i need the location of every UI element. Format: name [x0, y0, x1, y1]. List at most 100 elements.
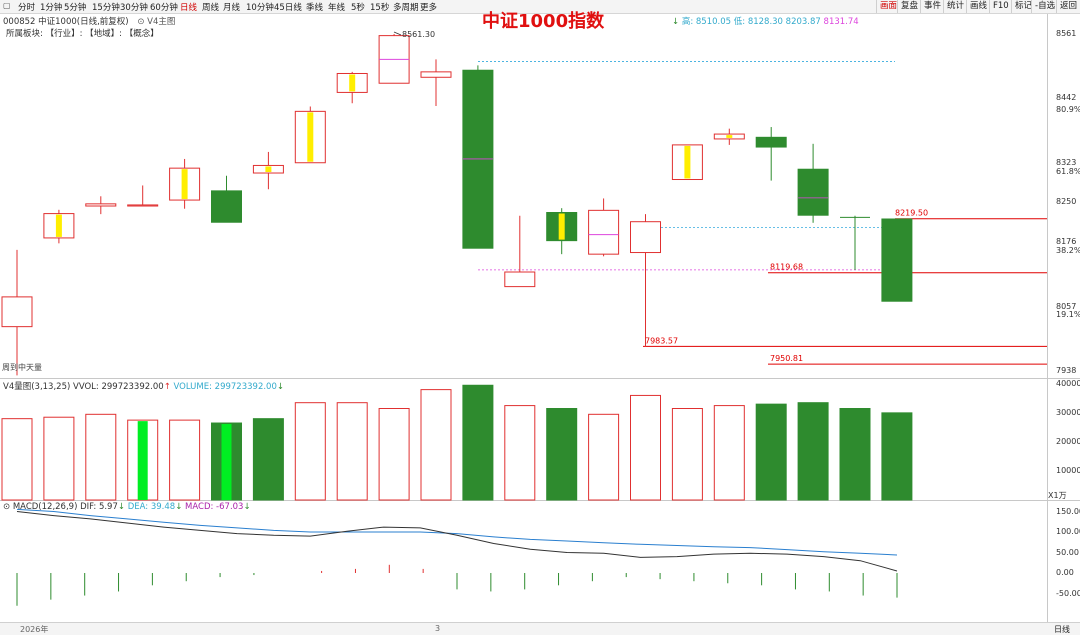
macd-tick-1: 100.00	[1056, 527, 1080, 536]
volume-tick-0: 40000	[1056, 378, 1080, 388]
macd-indicator-name: MACD(12,26,9)	[12, 502, 78, 512]
volume-value: VOLUME: 299723392.00	[173, 382, 277, 392]
candle-body	[797, 168, 829, 216]
period-tab-15[interactable]: 多周期	[393, 3, 419, 13]
volume-unit: X1万	[1048, 491, 1067, 500]
macd-tick-0: 150.00	[1056, 506, 1080, 516]
volume-bar	[43, 416, 75, 501]
period-tab-14[interactable]: 15秒	[370, 3, 390, 13]
level-label-1: 8219.50	[895, 209, 928, 218]
candle-body	[504, 271, 536, 288]
candle-highlight	[307, 112, 314, 162]
volume-bar	[1, 418, 33, 501]
percent-tick-0: 80.9%	[1056, 104, 1080, 114]
period-tab-9[interactable]: 10分钟	[246, 3, 274, 13]
dif-line	[16, 511, 898, 572]
toolbar-button-8[interactable]: 返回	[1056, 0, 1080, 13]
period-tab-12[interactable]: 年线	[328, 3, 346, 13]
down-arrow-icon: ↓	[175, 502, 183, 512]
candle-body	[127, 204, 159, 207]
toolbar-button-2[interactable]: 事件	[920, 0, 944, 13]
chart-big-title: 中证1000指数	[482, 11, 605, 32]
period-tab-13[interactable]: 5秒	[351, 3, 365, 13]
code-line: 000852 中证1000(日线,前复权) ⊙ V4主图	[3, 15, 175, 27]
template-select[interactable]: ⊙ V4主图	[137, 17, 176, 27]
volume-indicator-name: V4量图(3,13,25)	[3, 382, 71, 392]
volume-bar	[713, 405, 745, 501]
toolbar-menu-icon[interactable]: ▢	[3, 1, 11, 10]
volume-bar	[588, 413, 620, 501]
period-tab-16[interactable]: 更多	[420, 3, 438, 13]
volume-bar	[169, 419, 201, 501]
down-arrow-icon: ↓	[243, 502, 251, 512]
volume-bar	[462, 384, 494, 501]
toolbar-button-5[interactable]: F10	[989, 0, 1012, 13]
volume-bar	[294, 402, 326, 501]
macd-tick-4: -50.00	[1056, 588, 1080, 598]
period-tab-3[interactable]: 15分钟	[92, 3, 120, 13]
period-label[interactable]: 日线	[1054, 625, 1070, 634]
period-tab-5[interactable]: 60分钟	[150, 3, 178, 13]
volume-bar	[336, 402, 368, 501]
percent-tick-2: 38.2%	[1056, 245, 1080, 255]
candle-highlight	[181, 169, 188, 200]
low-label: 低: 8128.30	[733, 17, 783, 27]
hl-info: ↓ 高: 8510.05 低: 8128.30 8203.87 8131.74	[672, 15, 859, 27]
macd-tick-2: 50.00	[1056, 547, 1079, 557]
level-label-4: 7950.81	[770, 354, 803, 363]
period-tab-8[interactable]: 月线	[223, 3, 241, 13]
candle-body	[420, 71, 452, 78]
volume-bar	[881, 412, 913, 501]
period-tab-11[interactable]: 季线	[306, 3, 324, 13]
code-title: 000852 中证1000(日线,前复权)	[3, 17, 129, 27]
volume-bar	[630, 394, 661, 501]
period-tab-0[interactable]: 分时	[18, 3, 36, 13]
gear-icon[interactable]: ⊙	[3, 502, 11, 512]
price-tick-5: 8057	[1056, 301, 1077, 311]
candle-body	[881, 218, 913, 302]
volume-bar	[252, 418, 284, 501]
period-tab-1[interactable]: 1分钟	[40, 3, 63, 13]
toolbar-button-6[interactable]: 标记	[1011, 0, 1035, 13]
period-tab-2[interactable]: 5分钟	[64, 3, 87, 13]
toolbar-button-7[interactable]: -自选	[1031, 0, 1058, 13]
up-arrow-icon: ↑	[163, 382, 171, 392]
toolbar-button-4[interactable]: 画线	[966, 0, 990, 13]
toolbar-button-3[interactable]: 统计	[943, 0, 967, 13]
vvol-value: VVOL: 299723392.00	[73, 382, 164, 392]
volume-tick-1: 30000	[1056, 407, 1080, 417]
price-tick-0: 8561	[1056, 29, 1077, 38]
volume-tick-3: 10000	[1056, 465, 1080, 475]
period-tab-6[interactable]: 日线	[180, 3, 198, 13]
toolbar-button-0[interactable]: 画面	[876, 0, 900, 13]
level-label-2: 8119.68	[770, 263, 803, 272]
price-tick-3: 8250	[1056, 197, 1077, 207]
sector-line: 所属板块: 【行业】: 【地域】: 【概念】	[6, 29, 159, 39]
bottom-note: 周到中天量	[2, 363, 42, 372]
candle-highlight	[265, 166, 272, 173]
volume-bar	[420, 389, 452, 501]
period-tab-4[interactable]: 30分钟	[120, 3, 148, 13]
down-arrow-icon: ↓	[117, 502, 125, 512]
date-label-left: 2026年	[20, 625, 49, 634]
macd-tick-3: 0.00	[1056, 568, 1074, 577]
volume-bar	[797, 402, 829, 501]
dea-line	[16, 508, 898, 556]
level-label-3: 7983.57	[645, 336, 678, 345]
period-toolbar: ▢ 分时 1分钟 5分钟 15分钟 30分钟 60分钟 日线 周线 月线 10分钟 45日线 季线 年线…	[0, 0, 1080, 14]
period-tab-7[interactable]: 周线	[202, 3, 220, 13]
percent-tick-1: 61.8%	[1056, 167, 1080, 177]
volume-bar	[504, 405, 536, 501]
down-arrow-icon: ↓	[276, 382, 284, 392]
template-label: V4主图	[147, 17, 176, 27]
toolbar-button-1[interactable]: 复盘	[897, 0, 921, 13]
date-axis-bar: 2026年 3 日线	[0, 622, 1080, 635]
price-tick-1: 8442	[1056, 93, 1077, 103]
candle-body	[85, 203, 117, 207]
period-tab-10[interactable]: 45日线	[274, 3, 302, 13]
volume-bar	[378, 408, 410, 501]
candle-body	[630, 221, 661, 254]
volume-bar	[546, 408, 578, 501]
dif-value: DIF: 5.97	[80, 502, 118, 512]
